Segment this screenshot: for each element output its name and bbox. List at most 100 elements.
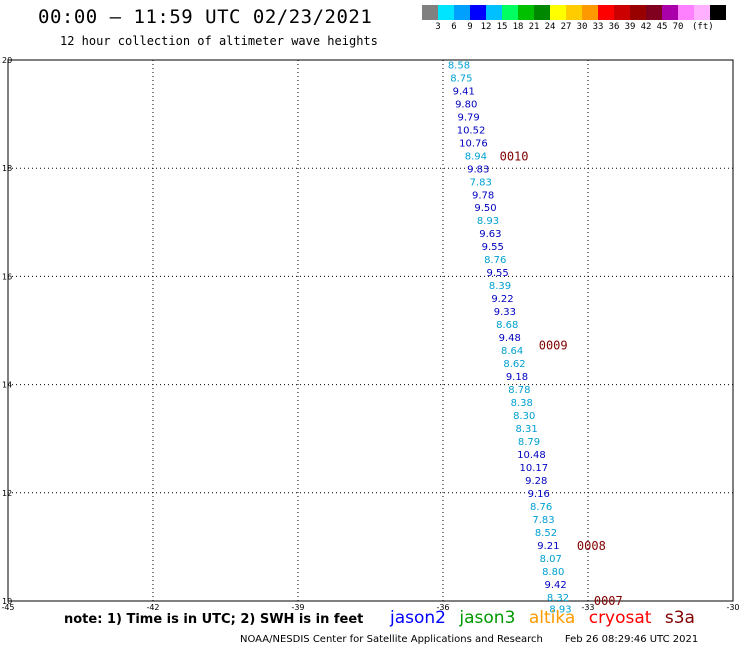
wave-height-value: 9.41 bbox=[453, 86, 475, 97]
wave-height-value: 9.42 bbox=[544, 580, 566, 591]
legend-altika: altika bbox=[528, 608, 576, 628]
color-swatch bbox=[630, 5, 646, 20]
color-swatch bbox=[550, 5, 566, 20]
wave-height-value: 9.55 bbox=[486, 268, 508, 279]
lon-tick-label: -30 bbox=[726, 603, 739, 612]
color-scale-label: 24 bbox=[544, 22, 556, 32]
wave-height-value: 8.30 bbox=[513, 411, 535, 422]
color-scale-label: 42 bbox=[640, 22, 652, 32]
color-scale-label: 12 bbox=[480, 22, 492, 32]
lat-tick-label: 12 bbox=[2, 489, 12, 498]
pass-time-label: 0007 bbox=[594, 594, 623, 608]
lon-tick-label: -33 bbox=[581, 603, 594, 612]
wave-height-value: 8.93 bbox=[549, 605, 571, 616]
lat-tick-label: 16 bbox=[2, 272, 12, 281]
color-scale-label: 70 bbox=[672, 22, 684, 32]
color-scale-label: 18 bbox=[512, 22, 524, 32]
wave-height-value: 8.78 bbox=[508, 385, 530, 396]
wave-height-value: 8.62 bbox=[503, 359, 525, 370]
legend-jason3: jason3 bbox=[459, 608, 516, 628]
wave-height-value: 10.52 bbox=[457, 125, 486, 136]
credit-center: NOAA/NESDIS Center for Satellite Applica… bbox=[240, 634, 543, 645]
color-scale-label: 3 bbox=[435, 22, 441, 32]
wave-height-value: 8.31 bbox=[515, 424, 537, 435]
color-swatch bbox=[518, 5, 534, 20]
lat-tick-label: 18 bbox=[2, 164, 12, 173]
wave-height-value: 9.18 bbox=[506, 372, 528, 383]
wave-height-value: 9.33 bbox=[494, 307, 516, 318]
legend-s3a: s3a bbox=[664, 608, 695, 628]
lat-tick-label: 14 bbox=[2, 381, 12, 390]
credits-footer: NOAA/NESDIS Center for Satellite Applica… bbox=[240, 634, 698, 645]
color-swatch bbox=[470, 5, 486, 20]
wave-height-value: 9.48 bbox=[499, 333, 521, 344]
color-swatch bbox=[662, 5, 678, 20]
wave-height-value: 10.48 bbox=[517, 450, 546, 461]
lon-tick-label: -42 bbox=[146, 603, 159, 612]
wave-height-value: 8.32 bbox=[547, 593, 569, 604]
color-swatch bbox=[694, 5, 710, 20]
wave-height-value: 8.52 bbox=[535, 528, 557, 539]
legend-cryosat: cryosat bbox=[588, 608, 652, 628]
page-title: 00:00 – 11:59 UTC 02/23/2021 bbox=[38, 6, 373, 28]
color-swatch bbox=[566, 5, 582, 20]
color-scale-label: 21 bbox=[528, 22, 540, 32]
wave-height-value: 8.94 bbox=[465, 151, 487, 162]
color-swatch bbox=[710, 5, 726, 20]
lon-tick-label: -45 bbox=[1, 603, 14, 612]
wave-height-value: 9.63 bbox=[479, 229, 501, 240]
wave-height-value: 9.55 bbox=[482, 242, 504, 253]
wave-height-value: 8.76 bbox=[484, 255, 506, 266]
color-swatch bbox=[454, 5, 470, 20]
color-swatch bbox=[646, 5, 662, 20]
lon-tick-label: -36 bbox=[436, 603, 449, 612]
wave-height-value: 8.93 bbox=[477, 216, 499, 227]
color-scale-label: 6 bbox=[451, 22, 457, 32]
wave-height-value: 9.78 bbox=[472, 190, 494, 201]
wave-height-value: 9.83 bbox=[467, 164, 489, 175]
wave-height-value: 8.39 bbox=[489, 281, 511, 292]
color-scale-label: 45 bbox=[656, 22, 668, 32]
wave-height-value: 8.58 bbox=[448, 60, 470, 71]
page-subtitle: 12 hour collection of altimeter wave hei… bbox=[60, 34, 378, 48]
wave-height-value: 8.64 bbox=[501, 346, 523, 357]
wave-height-value: 8.38 bbox=[511, 398, 533, 409]
color-scale-label: 36 bbox=[608, 22, 620, 32]
lat-tick-label: 20 bbox=[2, 56, 12, 65]
color-scale-label: 30 bbox=[576, 22, 588, 32]
color-scale-label: 39 bbox=[624, 22, 636, 32]
color-swatch bbox=[486, 5, 502, 20]
color-scale-label: 15 bbox=[496, 22, 508, 32]
color-swatch bbox=[422, 5, 438, 20]
wave-height-value: 7.83 bbox=[470, 177, 492, 188]
lon-tick-label: -39 bbox=[291, 603, 304, 612]
footnote: note: 1) Time is in UTC; 2) SWH is in fe… bbox=[64, 612, 364, 627]
legend-jason2: jason2 bbox=[390, 608, 446, 628]
wave-height-value: 9.50 bbox=[474, 203, 496, 214]
color-swatch bbox=[438, 5, 454, 20]
wave-height-value: 9.22 bbox=[491, 294, 513, 305]
wave-height-value: 8.75 bbox=[450, 73, 472, 84]
color-swatch bbox=[678, 5, 694, 20]
lat-tick-label: 10 bbox=[2, 597, 12, 606]
color-swatch bbox=[614, 5, 630, 20]
generated-timestamp: Feb 26 08:29:46 UTC 2021 bbox=[564, 634, 699, 645]
color-scale-label: 33 bbox=[592, 22, 604, 32]
color-swatch bbox=[598, 5, 614, 20]
pass-time-label: 0008 bbox=[577, 539, 606, 553]
wave-height-value: 8.68 bbox=[496, 320, 518, 331]
wave-height-value: 9.21 bbox=[537, 541, 559, 552]
wave-height-value: 9.16 bbox=[528, 489, 550, 500]
pass-time-label: 0009 bbox=[539, 339, 568, 353]
color-scale-label: (ft) bbox=[692, 22, 714, 32]
map-frame bbox=[7, 59, 734, 602]
wave-height-value: 8.79 bbox=[518, 437, 540, 448]
wave-height-value: 9.28 bbox=[525, 476, 547, 487]
satellite-legend: jason2 jason3 altika cryosat s3a bbox=[390, 608, 703, 628]
pass-time-label: 0010 bbox=[500, 149, 529, 163]
wave-height-value: 7.83 bbox=[532, 515, 554, 526]
color-swatch bbox=[582, 5, 598, 20]
color-scale-label: 9 bbox=[467, 22, 473, 32]
wave-height-value: 10.17 bbox=[520, 463, 549, 474]
